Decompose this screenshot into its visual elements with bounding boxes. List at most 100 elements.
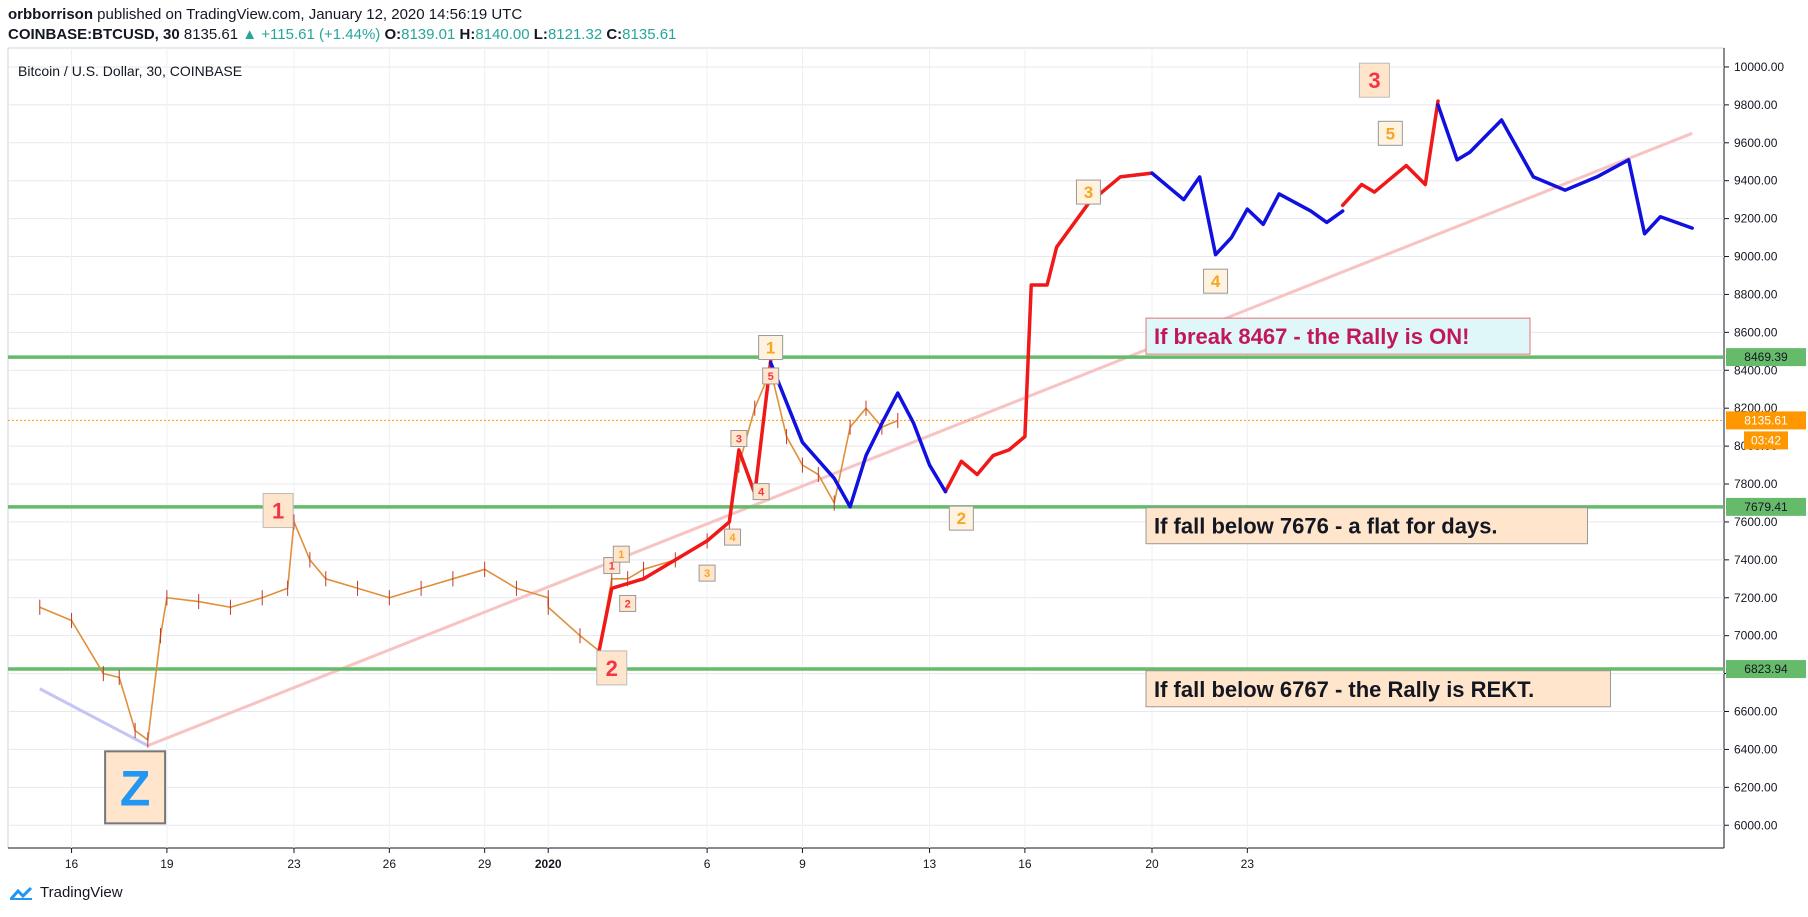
high-value: 8140.00 (475, 26, 530, 43)
wave-label-box (730, 430, 748, 448)
wave-label-text: 3 (1368, 68, 1380, 93)
wave-label-text: 4 (1211, 272, 1221, 291)
wave-label: 3 (698, 564, 716, 582)
wave-label-text: 4 (758, 487, 765, 499)
annotation-box (1145, 670, 1611, 708)
annotation-text: If fall below 6767 - the Rally is REKT. (1154, 677, 1534, 702)
wave-label: 3 (1358, 62, 1390, 98)
price-level-tag: 6823.94 (1726, 660, 1806, 679)
wave-label-text: 1 (272, 499, 284, 524)
price-level-tag-bg (1726, 660, 1806, 679)
publish-date: published on TradingView.com, January 12… (97, 6, 523, 23)
x-tick-label: 16 (1018, 857, 1032, 871)
wave-label-box (724, 528, 742, 546)
y-tick-label: 8800.00 (1734, 287, 1778, 301)
annotation: If fall below 6767 - the Rally is REKT. (1145, 670, 1611, 708)
annotation-box (1145, 317, 1531, 355)
wave-label-box (752, 483, 770, 501)
price-level-tag-text: 7679.41 (1744, 500, 1788, 514)
wave-label: Z (104, 750, 167, 825)
x-tick-label: 16 (65, 857, 79, 871)
price-change: +115.61 (+1.44%) (261, 26, 381, 43)
publish-info: orbborrison published on TradingView.com… (8, 6, 522, 23)
wave-label-box (612, 545, 630, 563)
low-label: L: (533, 26, 548, 43)
price-level-tag-bg (1726, 497, 1806, 516)
price-series-line (39, 369, 899, 741)
countdown-tag-bg (1744, 431, 1788, 450)
x-tick-label: 20 (1145, 857, 1159, 871)
wave-label: 1 (262, 493, 294, 529)
x-tick-label: 26 (383, 857, 397, 871)
price-level-tag: 8469.39 (1726, 348, 1806, 367)
wave-label: 1 (612, 545, 630, 563)
wave-label-box (1358, 62, 1390, 98)
footer-brand[interactable]: TradingView (8, 884, 123, 901)
open-label: O: (384, 26, 402, 43)
x-tick-label: 6 (704, 857, 711, 871)
annotation-text: If fall below 7676 - a flat for days. (1154, 514, 1498, 539)
wave-label: 2 (948, 505, 974, 531)
y-tick-label: 9000.00 (1734, 250, 1778, 264)
wave-label-box (619, 594, 637, 612)
ohlc-bar: COINBASE:BTCUSD, 30 8135.61 ▲ +115.61 (+… (8, 26, 676, 43)
chart-title: Bitcoin / U.S. Dollar, 30, COINBASE (18, 63, 242, 79)
countdown-tag: 03:42 (1751, 433, 1781, 447)
x-tick-label: 23 (1241, 857, 1255, 871)
brand-name: TradingView (40, 884, 123, 901)
wave-label: 2 (619, 594, 637, 612)
wave-label-box (758, 335, 784, 361)
wave-label-text: 2 (606, 656, 618, 681)
projection-blue-line (768, 360, 948, 509)
author-name[interactable]: orbborrison (8, 6, 93, 23)
wave-label-text: 1 (618, 549, 624, 561)
wave-label-box (948, 505, 974, 531)
wave-label-text: 1 (609, 561, 615, 573)
current-price-tag-bg (1726, 411, 1806, 430)
y-tick-label: 7200.00 (1734, 591, 1778, 605)
wave-label: 3 (730, 430, 748, 448)
y-tick-label: 9400.00 (1734, 174, 1778, 188)
wave-label-text: Z (120, 760, 151, 816)
y-tick-label: 7400.00 (1734, 553, 1778, 567)
wave-label: 2 (596, 650, 628, 686)
wave-label-text: 3 (1084, 183, 1093, 202)
wave-label: 5 (762, 367, 780, 385)
wave-label: 4 (1203, 268, 1229, 294)
price-level-tag-text: 8469.39 (1744, 350, 1788, 364)
x-tick-label: 2020 (535, 857, 562, 871)
projection-red-line (1340, 99, 1440, 208)
x-tick-label: 13 (923, 857, 937, 871)
wave-label: 4 (752, 483, 770, 501)
wave-label-text: 5 (1386, 124, 1395, 143)
y-tick-label: 6200.00 (1734, 780, 1778, 794)
close-value: 8135.61 (622, 26, 677, 43)
wave-label-text: 3 (736, 434, 742, 446)
wave-label-text: 4 (729, 532, 736, 544)
wave-label: 4 (724, 528, 742, 546)
y-tick-label: 9800.00 (1734, 98, 1778, 112)
y-tick-label: 6000.00 (1734, 818, 1778, 832)
high-label: H: (459, 26, 476, 43)
x-tick-label: 9 (799, 857, 806, 871)
symbol-label: COINBASE:BTCUSD, 30 (8, 26, 180, 43)
y-tick-label: 8400.00 (1734, 363, 1778, 377)
y-tick-label: 9200.00 (1734, 212, 1778, 226)
current-price-tag: 8135.61 (1744, 413, 1788, 427)
x-tick-label: 19 (160, 857, 174, 871)
low-value: 8121.32 (547, 26, 603, 43)
annotation-text: If break 8467 - the Rally is ON! (1154, 324, 1469, 349)
price-level-tag-text: 6823.94 (1744, 662, 1788, 676)
change-arrow-icon: ▲ (242, 26, 258, 43)
wave-label-box (596, 650, 628, 686)
price-level-tag-bg (1726, 348, 1806, 367)
chart-pane (7, 47, 1725, 849)
wave-label-text: 3 (704, 568, 710, 580)
projection-blue-line (1150, 171, 1345, 257)
wave-label-box (262, 493, 294, 529)
y-tick-label: 9600.00 (1734, 136, 1778, 150)
z-decline (39, 687, 149, 747)
wave-label: 5 (1377, 120, 1403, 146)
close-label: C: (606, 26, 623, 43)
